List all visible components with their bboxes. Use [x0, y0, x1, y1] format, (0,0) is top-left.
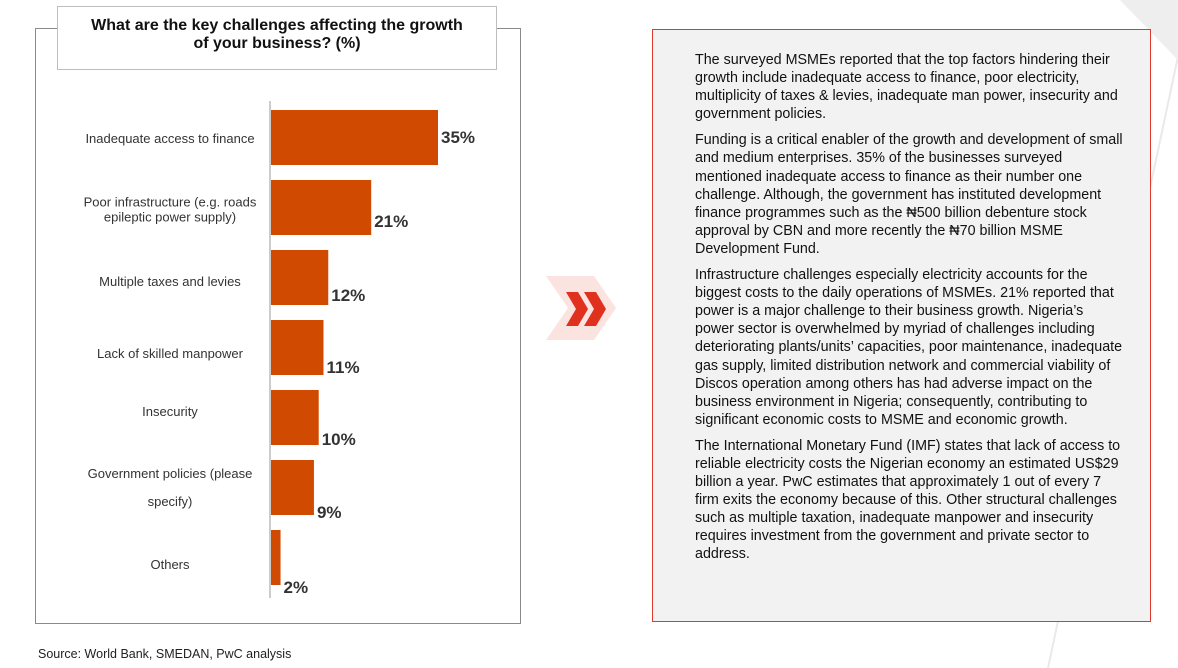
value-label-1: 35% [441, 128, 475, 147]
chart-title: What are the key challenges affecting th… [57, 6, 497, 70]
paragraph-infrastructure: Infrastructure challenges especially ele… [695, 267, 1123, 428]
source-note: Source: World Bank, SMEDAN, PwC analysis [38, 647, 292, 661]
paragraph-imf: The International Monetary Fund (IMF) st… [695, 437, 1121, 563]
value-label-4: 11% [326, 358, 359, 377]
paragraph-overview: The surveyed MSMEs reported that the top… [695, 52, 1118, 123]
category-label-7: Others [150, 557, 190, 572]
bar-5 [271, 390, 319, 445]
category-label-4: Lack of skilled manpower [97, 346, 244, 361]
value-label-7: 2% [284, 578, 309, 597]
commentary-text: The surveyed MSMEs reported that the top… [695, 51, 1125, 572]
chart-title-line-1: What are the key challenges affecting th… [91, 17, 463, 34]
bar-6 [271, 460, 314, 515]
bar-7 [271, 530, 281, 585]
bar-2 [271, 180, 372, 235]
category-label-1: Inadequate access to finance [85, 131, 254, 146]
commentary-panel: The surveyed MSMEs reported that the top… [652, 29, 1151, 622]
value-label-6: 9% [317, 503, 342, 522]
chart-title-line-2: of your business? (%) [193, 35, 361, 52]
paragraph-funding: Funding is a critical enabler of the gro… [695, 132, 1123, 257]
category-label-2: Poor infrastructure (e.g. roads epileptic… [84, 195, 257, 225]
double-chevron-right-icon [546, 276, 616, 340]
category-label-3: Multiple taxes and levies [99, 274, 241, 289]
value-label-2: 21% [374, 212, 408, 231]
bar-4 [271, 320, 324, 375]
bar-1 [271, 110, 438, 165]
bar-chart: 35% Inadequate access to finance 21% Poor i… [84, 101, 475, 598]
bar-3 [271, 250, 329, 305]
category-label-6: Government policies (please specify) [88, 466, 253, 509]
value-label-3: 12% [331, 286, 365, 305]
value-label-5: 10% [322, 430, 356, 449]
category-label-5: Insecurity [142, 404, 198, 419]
